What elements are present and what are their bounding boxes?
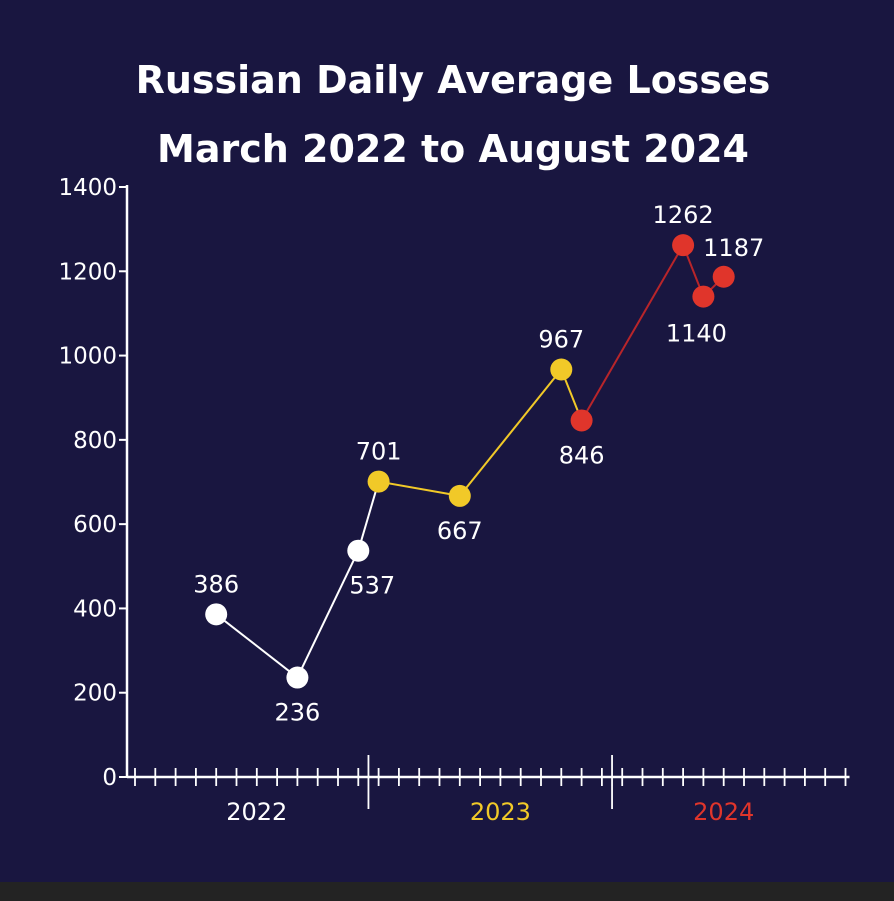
data-point-667	[448, 484, 471, 507]
data-label-386: 386	[193, 570, 239, 598]
series-segment	[357, 481, 380, 551]
data-point-1262	[672, 234, 695, 257]
year-label-2023: 2023	[470, 798, 531, 826]
data-label-967: 967	[538, 325, 584, 353]
y-tick-label: 600	[73, 512, 117, 538]
data-point-537	[347, 539, 370, 562]
y-tick-label: 400	[73, 596, 117, 622]
series-segment	[215, 613, 299, 679]
y-tick-label: 200	[73, 681, 117, 707]
data-label-701: 701	[356, 438, 402, 466]
series-segment	[296, 550, 360, 678]
data-label-236: 236	[274, 699, 320, 727]
data-point-1187	[712, 265, 735, 288]
series-lines	[215, 244, 725, 679]
data-label-846: 846	[559, 441, 605, 469]
data-points	[205, 234, 735, 689]
chart-title: Russian Daily Average Losses	[136, 58, 771, 102]
data-label-1187: 1187	[703, 234, 764, 262]
y-tick-label: 1200	[58, 259, 117, 285]
data-point-967	[550, 358, 573, 381]
data-label-1140: 1140	[666, 320, 727, 348]
data-label-1262: 1262	[653, 201, 714, 229]
year-label-2024: 2024	[693, 798, 754, 826]
data-label-667: 667	[437, 517, 483, 545]
data-point-701	[367, 470, 390, 493]
year-label-2022: 2022	[226, 798, 287, 826]
y-tick-label: 0	[102, 765, 117, 791]
bottom-strip	[0, 882, 894, 901]
data-label-537: 537	[349, 572, 395, 600]
series-segment	[459, 368, 563, 497]
chart-subtitle: March 2022 to August 2024	[157, 127, 749, 171]
series-segment	[378, 480, 460, 497]
data-point-236	[286, 666, 309, 689]
data-labels: 386 236 537 701 667 967 846 1262 1140 1187	[193, 201, 764, 726]
y-tick-label: 800	[73, 428, 117, 454]
y-tick-label: 1000	[58, 344, 117, 370]
axes: 0 200 400 600 800 1000 1200 1400 2022 2023 2024	[58, 175, 850, 826]
y-tick-label: 1400	[58, 175, 117, 201]
data-point-846	[570, 409, 593, 432]
data-point-386	[205, 603, 228, 626]
data-point-1140	[692, 285, 715, 308]
series-segment	[580, 244, 684, 421]
